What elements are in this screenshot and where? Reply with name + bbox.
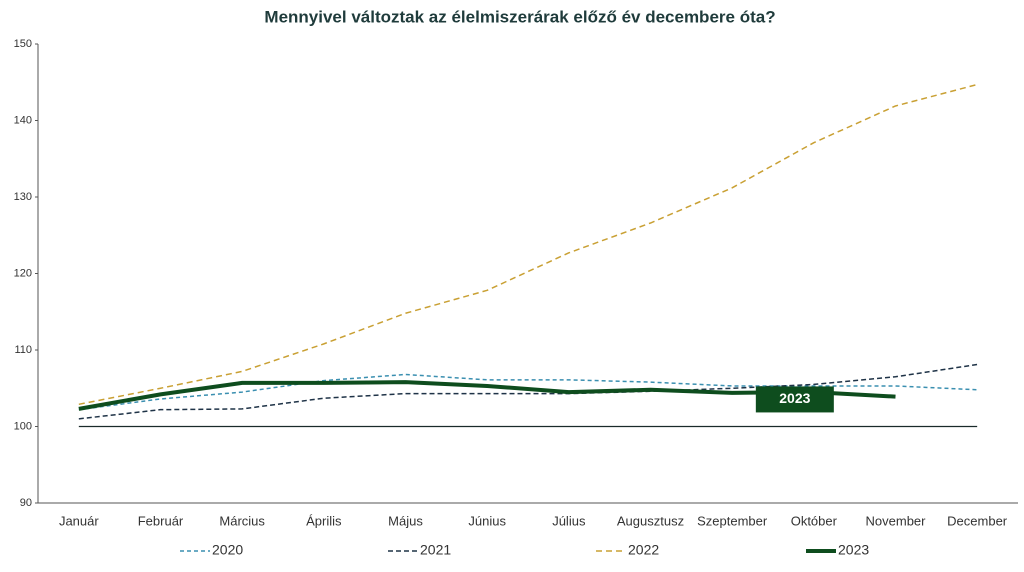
- series-line: [78, 83, 978, 406]
- legend-label: 2021: [420, 542, 451, 558]
- y-tick-label: 140: [14, 114, 32, 126]
- x-tick-label: Augusztusz: [617, 513, 684, 528]
- x-tick-label: Március: [219, 513, 265, 528]
- legend-label: 2022: [628, 542, 659, 558]
- annotation-text: 2023: [779, 390, 810, 406]
- annotation-box: [755, 386, 834, 413]
- y-tick-label: 110: [14, 344, 32, 356]
- y-tick-label: 150: [14, 38, 32, 50]
- x-tick-label: November: [866, 513, 927, 528]
- legend-label: 2020: [212, 542, 243, 558]
- x-tick-label: Július: [552, 513, 586, 528]
- legend-label: 2023: [838, 542, 869, 558]
- x-tick-label: Június: [468, 513, 506, 528]
- x-tick-label: Február: [138, 513, 184, 528]
- x-tick-label: Május: [388, 513, 423, 528]
- x-tick-label: December: [947, 513, 1008, 528]
- x-tick-label: Október: [791, 513, 838, 528]
- chart-title: Mennyivel változtak az élelmiszerárak el…: [264, 7, 775, 26]
- series-line: [78, 373, 978, 411]
- x-tick-label: Szeptember: [697, 513, 768, 528]
- y-tick-label: 90: [20, 497, 32, 509]
- y-tick-label: 130: [14, 191, 32, 203]
- y-tick-label: 120: [14, 267, 32, 279]
- x-tick-label: Április: [306, 513, 342, 528]
- y-tick-label: 100: [14, 420, 32, 432]
- series-line: [78, 363, 978, 420]
- x-tick-label: Január: [59, 513, 99, 528]
